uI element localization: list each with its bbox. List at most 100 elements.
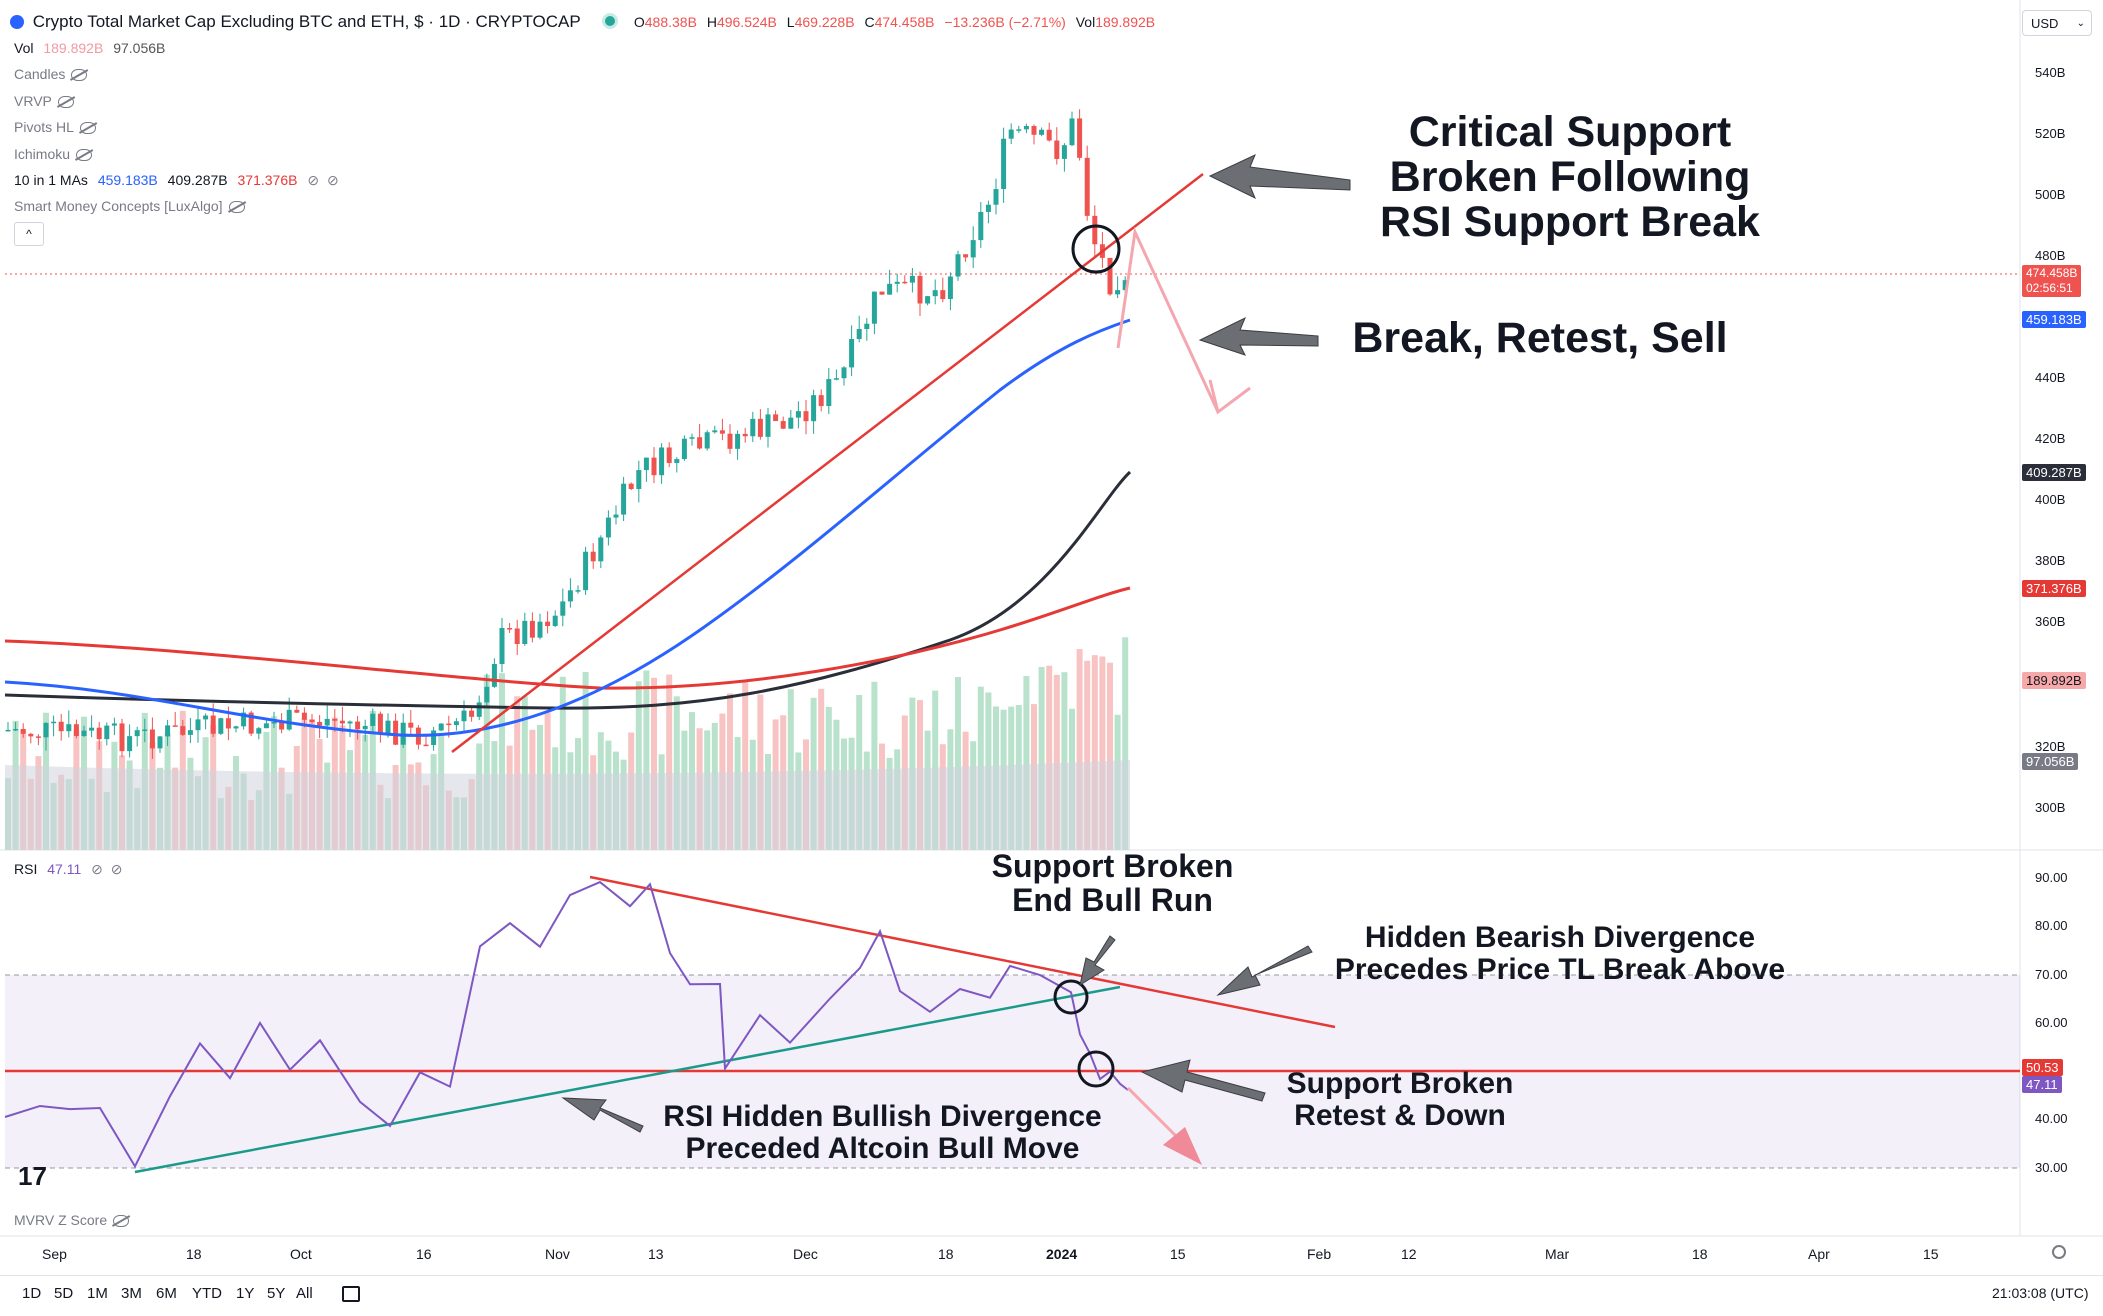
annotation-line: Preceded Altcoin Bull Move <box>685 1131 1080 1165</box>
candle-body <box>659 447 665 476</box>
legend-pivots[interactable]: Pivots HL <box>14 119 96 135</box>
candle-body <box>5 729 11 732</box>
settings-icon[interactable]: ⊘ <box>326 172 339 188</box>
rsi-support-trendline[interactable] <box>134 985 1121 1174</box>
tradingview-logo[interactable]: 17 <box>18 1161 47 1191</box>
candle-body <box>909 275 915 283</box>
ohlc-h-label: H <box>706 14 717 30</box>
candle-body <box>180 726 186 735</box>
eye-off-icon[interactable] <box>57 96 74 109</box>
legend-smc[interactable]: Smart Money Concepts [LuxAlgo] <box>14 198 245 214</box>
legend-vrvp[interactable]: VRVP <box>14 93 74 109</box>
timeframe-5d[interactable]: 5D <box>54 1285 74 1302</box>
ma-blue-line <box>4 318 1131 737</box>
legend-vol[interactable]: Vol 189.892B 97.056B <box>14 40 165 56</box>
volume-bar <box>514 696 521 850</box>
settings-icon[interactable]: ⊘ <box>91 861 103 877</box>
candle-body <box>689 437 695 439</box>
symbol-title[interactable]: Crypto Total Market Cap Excluding BTC an… <box>32 12 581 31</box>
candle-body <box>879 291 885 295</box>
volume-bar <box>727 693 733 850</box>
price-trendline[interactable] <box>451 173 1204 753</box>
volume-bar <box>1023 676 1030 850</box>
candle-body <box>51 721 57 724</box>
candle-body <box>309 719 315 722</box>
candle-body <box>35 736 41 738</box>
candle-body <box>1023 126 1029 130</box>
settings-icon[interactable]: ⊘ <box>110 861 123 877</box>
legend-candles[interactable]: Candles <box>14 66 88 82</box>
collapse-legend-button[interactable]: ^ <box>14 222 44 246</box>
timeframe-all[interactable]: All <box>296 1285 313 1302</box>
candle-body <box>210 715 216 734</box>
timeframe-ytd[interactable]: YTD <box>192 1285 222 1302</box>
rsi-tick: 70.00 <box>2035 967 2068 982</box>
annotation-line: End Bull Run <box>1012 881 1213 918</box>
candle-body <box>119 723 125 752</box>
chevron-down-icon: ⌄ <box>2076 18 2085 29</box>
legend-rsi[interactable]: RSI 47.11 ⊘ ⊘ <box>14 861 122 878</box>
volume-bar <box>643 670 650 850</box>
price-break-circle <box>1071 224 1121 274</box>
time-tick: 16 <box>416 1246 432 1262</box>
candle-body <box>628 483 634 489</box>
candle-body <box>157 736 163 749</box>
candle-body <box>864 323 870 330</box>
timeframe-1y[interactable]: 1Y <box>236 1285 255 1302</box>
volume-bar <box>635 681 642 850</box>
time-tick: 2024 <box>1046 1246 1078 1262</box>
volume-bar <box>871 681 878 850</box>
symbol-icon <box>10 15 24 29</box>
candle-body <box>149 729 155 749</box>
candle-body <box>598 537 604 562</box>
volume-bar <box>1038 666 1045 850</box>
eye-off-icon[interactable] <box>79 122 96 135</box>
candle-body <box>248 712 254 734</box>
volume-bar <box>955 676 961 850</box>
candle-body <box>73 724 79 736</box>
price-tick: 540B <box>2035 65 2066 80</box>
eye-off-icon[interactable] <box>76 149 93 162</box>
legend-mas[interactable]: 10 in 1 MAs 459.183B 409.287B 371.376B ⊘… <box>14 172 339 189</box>
candle-body <box>256 728 262 734</box>
volume-bar <box>499 673 505 850</box>
legend-mvrv[interactable]: MVRV Z Score <box>14 1212 130 1228</box>
candle-body <box>81 730 87 736</box>
settings-icon[interactable]: ⊘ <box>307 172 320 188</box>
time-tick: Feb <box>1307 1246 1332 1262</box>
timeframe-5y[interactable]: 5Y <box>267 1285 286 1302</box>
last-price-tag: 474.458B 02:56:51 <box>2022 265 2082 297</box>
currency-dropdown[interactable]: USD ⌄ <box>2022 10 2092 36</box>
time-tick: 15 <box>1923 1246 1939 1262</box>
candle-body <box>317 721 323 726</box>
eye-off-icon[interactable] <box>71 69 88 82</box>
rsi-resistance-trendline[interactable] <box>589 875 1336 1029</box>
candle-body <box>484 686 490 703</box>
timeframe-1m[interactable]: 1M <box>87 1285 108 1302</box>
price-tick: 520B <box>2035 126 2066 141</box>
candle-body <box>1122 280 1128 291</box>
price-tick: 320B <box>2035 739 2066 754</box>
timeframe-3m[interactable]: 3M <box>121 1285 142 1302</box>
candle-body <box>423 744 429 747</box>
candlesticks <box>5 109 1128 759</box>
timeframe-6m[interactable]: 6M <box>156 1285 177 1302</box>
time-tick: Nov <box>545 1246 570 1262</box>
chart-settings-icon[interactable] <box>2052 1245 2066 1259</box>
legend-ichimoku[interactable]: Ichimoku <box>14 146 93 162</box>
timeframe-1d[interactable]: 1D <box>22 1285 42 1302</box>
candle-body <box>826 379 832 407</box>
volume-bar <box>651 677 657 850</box>
header-vol-value: 189.892B <box>1095 14 1156 30</box>
eye-off-icon[interactable] <box>113 1215 130 1228</box>
volume-bar <box>1107 662 1113 850</box>
utc-clock[interactable]: 21:03:08 (UTC) <box>1992 1285 2089 1301</box>
eye-off-icon[interactable] <box>228 201 245 214</box>
candle-body <box>917 275 923 304</box>
candle-body <box>871 291 877 324</box>
candle-body <box>780 421 786 429</box>
candle-body <box>613 514 619 518</box>
calendar-icon[interactable] <box>342 1286 360 1302</box>
candle-body <box>932 290 938 297</box>
